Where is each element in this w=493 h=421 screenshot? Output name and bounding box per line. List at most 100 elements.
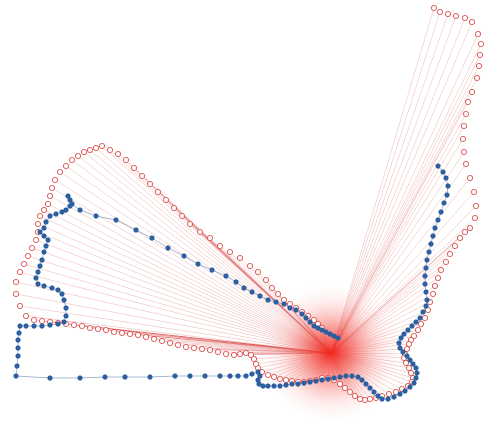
- path-point: [445, 183, 451, 189]
- path-point: [33, 275, 39, 281]
- ring-point: [461, 228, 469, 236]
- path-point: [55, 287, 61, 293]
- path-point: [337, 374, 343, 380]
- ring-point: [48, 184, 56, 192]
- ring-point: [436, 8, 444, 16]
- path-point: [407, 357, 413, 363]
- ring-point: [417, 320, 425, 328]
- ring-point: [468, 88, 476, 96]
- path-point: [435, 163, 441, 169]
- path-point: [63, 313, 69, 319]
- ring-point: [471, 214, 479, 222]
- path-point: [14, 363, 20, 369]
- ring-point: [254, 268, 262, 276]
- ring-point: [466, 224, 474, 232]
- path-point: [235, 373, 241, 379]
- ring-point: [62, 162, 70, 170]
- path-point: [265, 297, 271, 303]
- path-point: [414, 370, 420, 376]
- ring-point: [16, 268, 24, 276]
- ring-points-layer: [12, 4, 485, 404]
- ring-point: [351, 392, 359, 400]
- path-point: [165, 245, 171, 251]
- path-point: [49, 285, 55, 291]
- path-point: [102, 374, 108, 380]
- ring-point: [46, 192, 54, 200]
- path-point: [413, 375, 419, 381]
- path-point: [379, 396, 385, 402]
- path-point: [363, 381, 369, 387]
- path-point: [241, 285, 247, 291]
- path-point: [233, 279, 239, 285]
- ring-point: [437, 266, 445, 274]
- ring-point: [12, 278, 20, 286]
- path-point: [299, 311, 305, 317]
- ring-point: [242, 349, 250, 357]
- path-point: [385, 396, 391, 402]
- path-point: [122, 374, 128, 380]
- ring-point: [442, 258, 450, 266]
- ring-point: [150, 335, 158, 343]
- path-point: [41, 233, 47, 239]
- ring-point: [16, 302, 24, 310]
- ring-point: [268, 284, 276, 292]
- ring-point: [247, 351, 255, 359]
- path-point: [69, 201, 75, 207]
- ring-point: [429, 290, 437, 298]
- ring-point: [182, 343, 190, 351]
- path-point: [149, 235, 155, 241]
- path-point: [55, 321, 61, 327]
- path-point: [43, 243, 49, 249]
- path-point: [273, 299, 279, 305]
- ring-point: [410, 332, 418, 340]
- ring-point: [336, 380, 344, 388]
- ring-point: [198, 345, 206, 353]
- path-point: [398, 335, 404, 341]
- ring-point: [206, 346, 214, 354]
- ring-point: [414, 326, 422, 334]
- ring-point: [346, 388, 354, 396]
- path-point: [413, 365, 419, 371]
- path-point: [23, 323, 29, 329]
- path-point: [407, 384, 413, 390]
- path-point: [295, 381, 301, 387]
- path-point: [422, 273, 428, 279]
- ring-point: [475, 62, 483, 70]
- ring-point: [122, 156, 130, 164]
- path-point: [37, 263, 43, 269]
- path-point: [47, 375, 53, 381]
- ring-point: [74, 152, 82, 160]
- path-point: [424, 257, 430, 263]
- ring-point: [94, 325, 102, 333]
- ring-point: [361, 396, 369, 404]
- path-point: [255, 369, 261, 375]
- ring-point: [24, 252, 32, 260]
- ring-point: [405, 340, 413, 348]
- ring-point: [206, 234, 214, 242]
- ring-point: [421, 314, 429, 322]
- ring-point: [274, 290, 282, 298]
- ring-point: [230, 351, 238, 359]
- ring-point: [196, 228, 204, 236]
- ring-point: [34, 220, 42, 228]
- ring-point: [51, 176, 59, 184]
- path-point: [93, 213, 99, 219]
- path-point: [423, 289, 429, 295]
- path-points-layer: [13, 163, 451, 402]
- ring-point: [431, 282, 439, 290]
- ring-point: [126, 330, 134, 338]
- ring-point: [214, 348, 222, 356]
- ring-point: [92, 144, 100, 152]
- path-point: [420, 309, 426, 315]
- ring-point: [452, 12, 460, 20]
- path-point: [45, 237, 51, 243]
- path-point: [16, 330, 22, 336]
- path-point: [349, 373, 355, 379]
- path-point: [35, 269, 41, 275]
- ring-point: [434, 274, 442, 282]
- ring-point: [78, 322, 86, 330]
- path-point: [307, 379, 313, 385]
- path-point: [217, 373, 223, 379]
- ring-point: [356, 395, 364, 403]
